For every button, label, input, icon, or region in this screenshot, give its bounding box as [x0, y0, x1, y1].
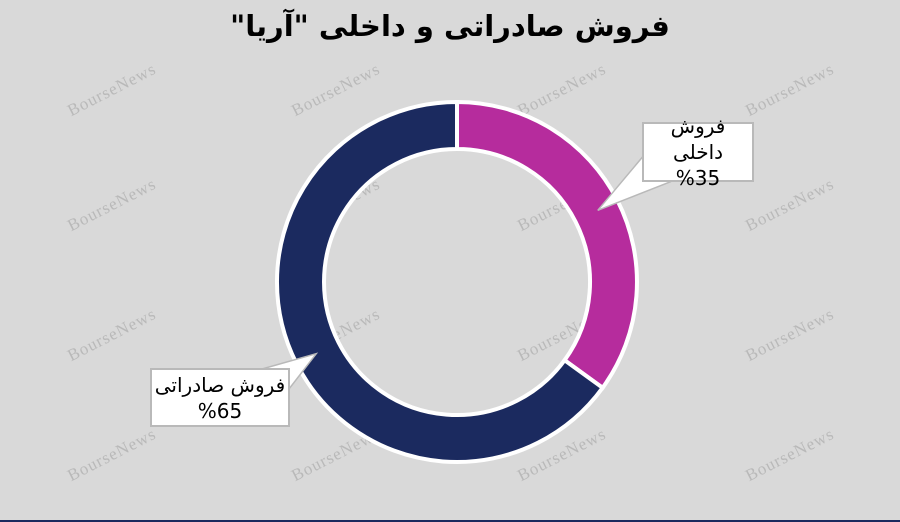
bottom-border [0, 520, 900, 522]
callout-domestic-sales: فروش داخلی %35 [642, 114, 754, 190]
donut-slice-1 [275, 99, 606, 464]
callout-value: %35 [675, 166, 721, 190]
callout-value: %65 [197, 398, 243, 423]
callout-export-sales: فروش صادراتی %65 [150, 368, 290, 427]
donut-slice-0 [455, 99, 639, 391]
chart-title: فروش صادراتی و داخلی "آریا" [230, 9, 670, 43]
callout-label: فروش صادراتی [154, 372, 286, 397]
callout-label: فروش داخلی [670, 114, 726, 164]
